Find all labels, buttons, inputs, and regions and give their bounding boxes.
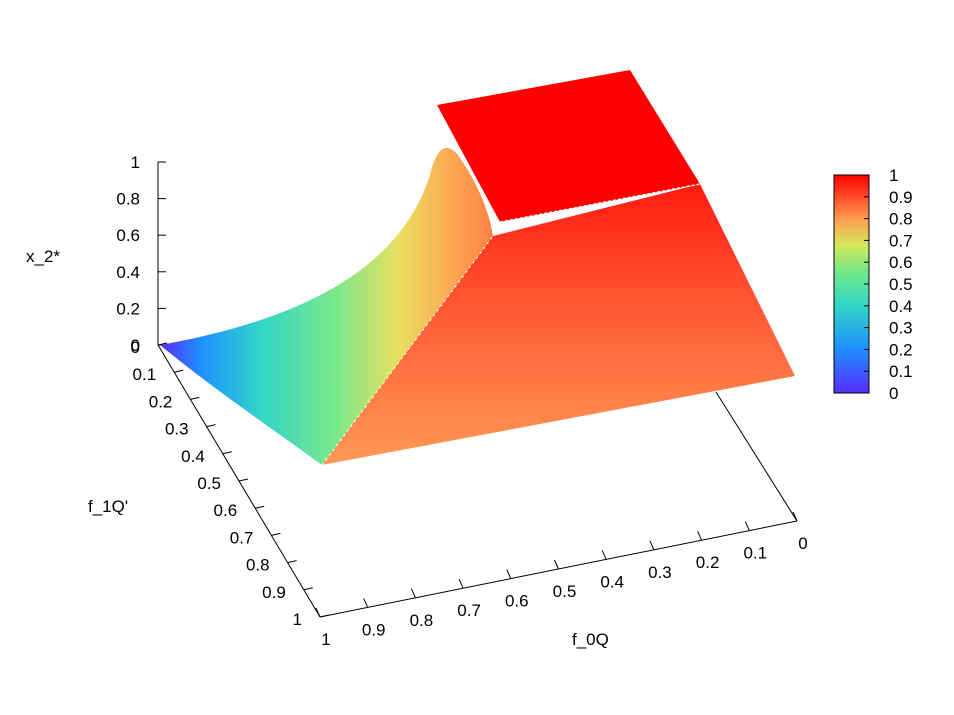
- y-axis-tick: [206, 424, 216, 428]
- colorbar-labels-group: 0 0.1 0.2 0.3 0.4 0.5 0.6 0.7 0.8 0.9 1: [864, 166, 913, 403]
- z-tick-label: 0.2: [116, 299, 140, 318]
- y-tick-label: 0.7: [230, 528, 254, 547]
- surface-curved-face: [160, 147, 493, 465]
- x-axis-tick: [744, 521, 750, 531]
- x-axis-title: f_0Q: [572, 630, 609, 649]
- colorbar-tick-label: 0: [889, 384, 898, 403]
- colorbar-tick-label: 0.7: [889, 231, 913, 250]
- y-axis-tick: [174, 369, 184, 373]
- surface-flat-top: [437, 70, 700, 222]
- y-tick-label: 0.8: [246, 556, 270, 575]
- right-edge-line: [715, 391, 798, 522]
- x-axis-tick: [649, 540, 655, 551]
- surface-edge-top: [499, 183, 701, 223]
- y-tick-label: 0.3: [165, 420, 189, 439]
- x-axis-tick: [554, 559, 559, 570]
- y-tick-label: 0.9: [262, 583, 286, 602]
- x-tick-label: 0.8: [410, 611, 434, 630]
- y-axis-tick: [271, 532, 281, 536]
- x-tick-label: 0.6: [505, 592, 529, 611]
- x-tick-label: 0.1: [743, 544, 767, 563]
- colorbar-tick-label: 0.1: [889, 362, 913, 381]
- x-tick-label: 1: [321, 630, 330, 649]
- x-axis-tick: [458, 578, 464, 589]
- x-axis-tick: [697, 530, 703, 541]
- tick-labels-group: 0 0.2 0.4 0.6 0.8 1 0 0.1 0.2 0.3 0.4 0.5 0.6 0.7 0.8 0…: [116, 153, 807, 649]
- colorbar-tick-label: 0.9: [889, 188, 913, 207]
- y-axis-tick: [287, 560, 297, 564]
- z-tick-label: 0.8: [116, 190, 140, 209]
- z-axis-title: x_2*: [26, 247, 60, 266]
- colorbar-tick-label: 0.2: [889, 340, 913, 359]
- y-tick-label: 0.6: [214, 501, 238, 520]
- x-axis-tick: [410, 588, 416, 599]
- colorbar-tick-label: 0.4: [889, 297, 913, 316]
- y-axis-tick: [303, 587, 313, 591]
- colorbar-tick-label: 1: [889, 166, 898, 185]
- z-tick-label: 1: [131, 153, 140, 172]
- y-axis-tick: [222, 451, 232, 455]
- x-tick-label: 0.7: [457, 601, 481, 620]
- surface-group: [160, 70, 795, 466]
- x-tick-label: 0.9: [362, 620, 386, 639]
- colorbar: [833, 174, 870, 394]
- colorbar-tick-label: 0.8: [889, 210, 913, 229]
- y-tick-label: 1: [293, 610, 302, 629]
- surface-slope-face: [322, 184, 795, 465]
- x-axis-tick: [363, 598, 369, 608]
- y-tick-label: 0.4: [181, 447, 205, 466]
- y-tick-label: 0.5: [197, 474, 221, 493]
- z-tick-label: 0: [131, 336, 140, 355]
- y-tick-label: 0.1: [133, 365, 157, 384]
- x-axis-tick: [601, 550, 607, 560]
- x-tick-label: 0.5: [553, 582, 577, 601]
- x-tick-label: 0: [798, 534, 807, 553]
- x-tick-label: 0.4: [600, 572, 624, 591]
- y-axis-tick: [255, 505, 265, 509]
- x-tick-label: 0.2: [696, 553, 720, 572]
- y-tick-label: 0: [131, 338, 140, 357]
- x-axis-tick: [506, 569, 512, 579]
- z-tick-label: 0.4: [116, 263, 140, 282]
- colorbar-tick-label: 0.5: [889, 275, 913, 294]
- colorbar-tick-label: 0.3: [889, 319, 913, 338]
- x-axis-tick: [315, 607, 321, 618]
- y-axis-tick: [157, 342, 168, 346]
- axes-group: [157, 161, 798, 618]
- y-axis-tick: [238, 478, 249, 482]
- y-tick-label: 0.2: [149, 392, 173, 411]
- z-tick-label: 0.6: [116, 226, 140, 245]
- colorbar-tick-label: 0.6: [889, 253, 913, 272]
- y-axis-title: f_1Q': [88, 497, 128, 516]
- x-tick-label: 0.3: [648, 563, 672, 582]
- y-axis-tick: [190, 396, 200, 400]
